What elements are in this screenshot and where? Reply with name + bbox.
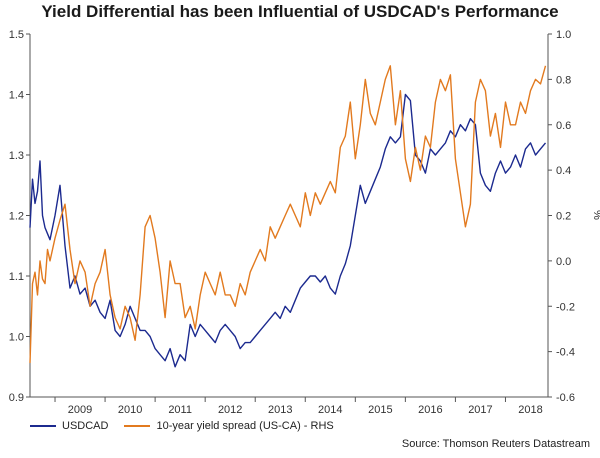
x-tick-label: 2018 — [518, 404, 542, 416]
series-line-usdcad — [29, 93, 547, 368]
legend-swatch-usdcad — [30, 425, 56, 427]
legend-label-usdcad: USDCAD — [62, 420, 109, 432]
x-tick-label: 2016 — [418, 404, 442, 416]
left-tick-label: 0.9 — [9, 392, 24, 404]
right-tick-label: 0.4 — [556, 165, 571, 177]
right-axis-label: % — [591, 210, 600, 220]
right-tick-label: 1.0 — [556, 29, 571, 41]
x-tick-label: 2009 — [68, 404, 92, 416]
series-line-yield-spread — [29, 65, 547, 364]
x-tick-label: 2012 — [218, 404, 242, 416]
left-tick-label: 1.5 — [9, 29, 24, 41]
right-tick-label: -0.6 — [556, 392, 575, 404]
x-tick-label: 2014 — [318, 404, 342, 416]
left-tick-label: 1.3 — [9, 150, 24, 162]
source-note: Source: Thomson Reuters Datastream — [401, 438, 590, 450]
left-tick-label: 1.1 — [9, 271, 24, 283]
legend-item-yield-spread: 10-year yield spread (US-CA) - RHS — [124, 420, 334, 432]
right-tick-label: 0.8 — [556, 74, 571, 86]
right-tick-label: 0.6 — [556, 120, 571, 132]
right-tick-label: -0.2 — [556, 301, 575, 313]
x-tick-label: 2017 — [468, 404, 492, 416]
right-tick-label: 0.2 — [556, 211, 571, 223]
right-tick-label: 0.0 — [556, 256, 571, 268]
x-tick-label: 2011 — [168, 404, 192, 416]
x-tick-label: 2010 — [118, 404, 142, 416]
legend: USDCAD 10-year yield spread (US-CA) - RH… — [30, 420, 350, 432]
x-tick-label: 2015 — [368, 404, 392, 416]
legend-swatch-yield-spread — [124, 425, 151, 427]
right-tick-label: -0.4 — [556, 347, 575, 359]
left-tick-label: 1.0 — [9, 332, 24, 344]
left-tick-label: 1.4 — [9, 90, 24, 102]
left-tick-label: 1.2 — [9, 211, 24, 223]
legend-item-usdcad: USDCAD — [30, 420, 108, 432]
x-tick-label: 2013 — [268, 404, 292, 416]
legend-label-yield-spread: 10-year yield spread (US-CA) - RHS — [156, 420, 334, 432]
chart-title: Yield Differential has been Influential … — [41, 2, 559, 21]
